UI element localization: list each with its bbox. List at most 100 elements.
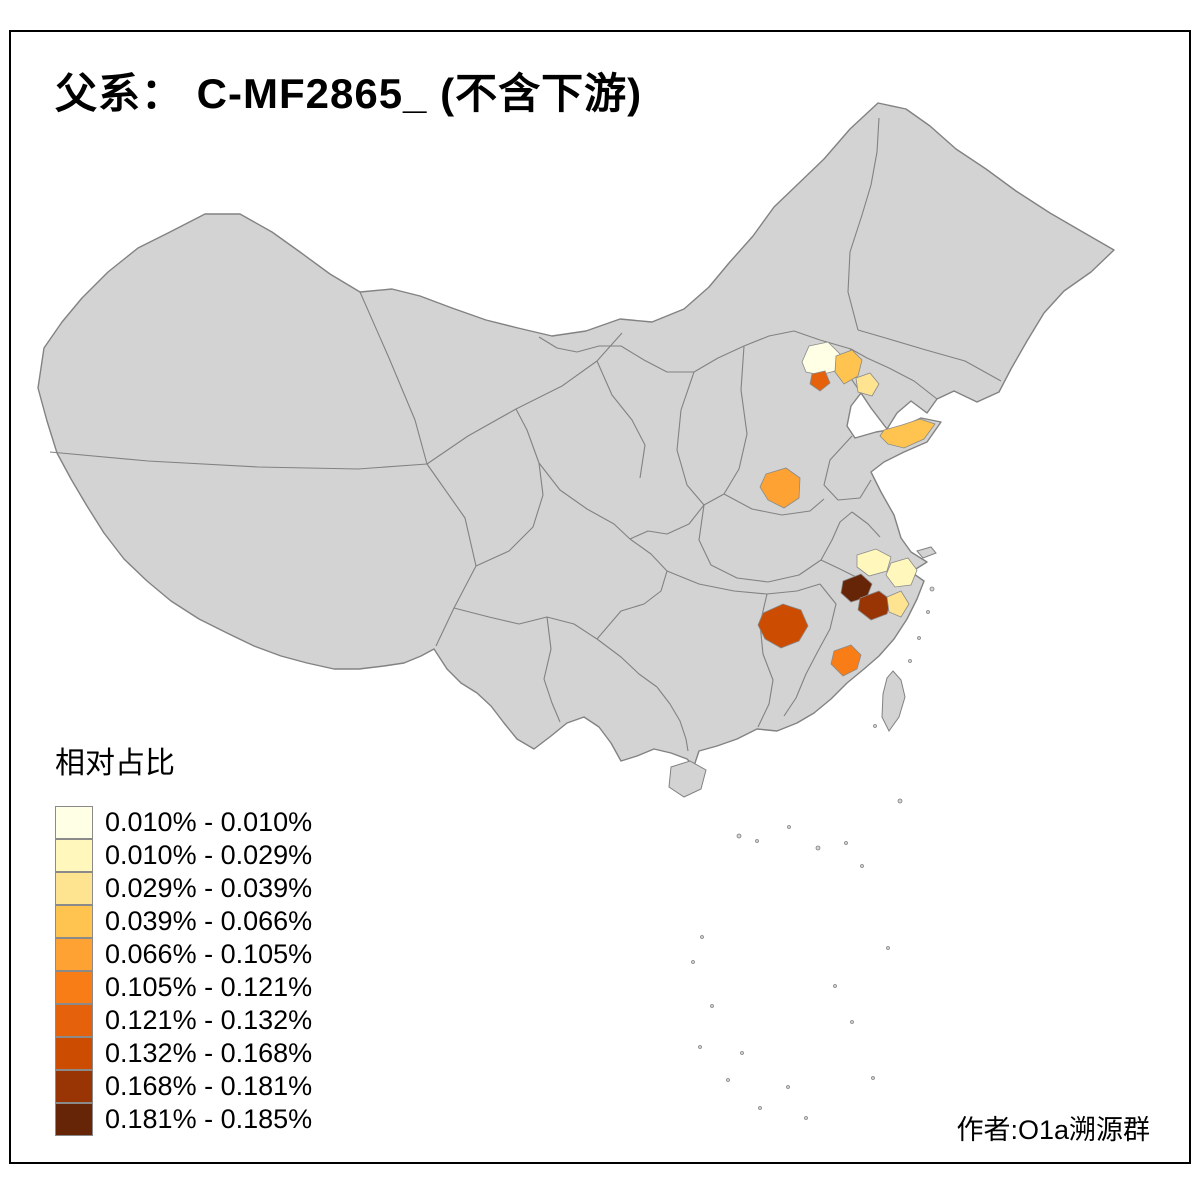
colored-region bbox=[857, 590, 892, 621]
legend-swatch bbox=[55, 806, 93, 839]
province-border bbox=[783, 583, 837, 717]
legend-label: 0.010% - 0.010% bbox=[105, 807, 313, 837]
legend-label: 0.181% - 0.185% bbox=[105, 1104, 313, 1134]
small-island bbox=[850, 1020, 854, 1024]
legend-label: 0.029% - 0.039% bbox=[105, 873, 313, 903]
province-border bbox=[676, 371, 725, 506]
author-credit: 作者:O1a溯源群 bbox=[956, 1115, 1150, 1145]
legend-label: 0.066% - 0.105% bbox=[105, 939, 313, 969]
small-island bbox=[871, 1076, 875, 1080]
province-border bbox=[453, 607, 598, 640]
province-border bbox=[475, 408, 544, 567]
legend-item: 0.132% - 0.168% bbox=[55, 1037, 312, 1070]
legend-label: 0.121% - 0.132% bbox=[105, 1005, 313, 1035]
legend-items: 0.010% - 0.010% 0.010% - 0.029% 0.029% - 0… bbox=[55, 806, 312, 1136]
legend-item: 0.066% - 0.105% bbox=[55, 938, 312, 971]
province-border bbox=[666, 570, 821, 595]
small-island bbox=[815, 845, 821, 851]
map-title: 父系： C-MF2865_ (不含下游) bbox=[55, 70, 643, 117]
province-border bbox=[426, 332, 623, 465]
small-island bbox=[736, 833, 742, 839]
legend-label: 0.105% - 0.121% bbox=[105, 972, 313, 1002]
province-border bbox=[851, 511, 881, 538]
small-island bbox=[897, 798, 903, 804]
province-border bbox=[823, 435, 872, 501]
colored-region bbox=[759, 467, 801, 509]
legend-item: 0.029% - 0.039% bbox=[55, 872, 312, 905]
province-border bbox=[723, 493, 825, 516]
colored-region bbox=[879, 418, 936, 449]
small-island bbox=[908, 659, 912, 663]
legend-swatch bbox=[55, 839, 93, 872]
legend-swatch bbox=[55, 872, 93, 905]
small-island bbox=[726, 1078, 730, 1082]
province-border bbox=[850, 348, 938, 400]
small-island bbox=[833, 984, 837, 988]
small-island bbox=[886, 946, 890, 950]
province-border bbox=[847, 117, 880, 331]
small-island bbox=[873, 724, 877, 728]
legend: 相对占比 0.010% - 0.010% 0.010% - 0.029% 0.029… bbox=[55, 746, 312, 1136]
legend-swatch bbox=[55, 1004, 93, 1037]
legend-swatch bbox=[55, 971, 93, 1004]
small-island bbox=[740, 1051, 744, 1055]
province-border bbox=[49, 451, 428, 470]
legend-swatch bbox=[55, 905, 93, 938]
legend-swatch bbox=[55, 1103, 93, 1136]
legend-item: 0.105% - 0.121% bbox=[55, 971, 312, 1004]
colored-region bbox=[885, 557, 918, 588]
small-island bbox=[691, 960, 695, 964]
legend-label: 0.039% - 0.066% bbox=[105, 906, 313, 936]
small-island bbox=[700, 935, 704, 939]
province-border bbox=[596, 360, 646, 479]
legend-swatch bbox=[55, 1037, 93, 1070]
colored-region bbox=[886, 590, 910, 618]
legend-label: 0.010% - 0.029% bbox=[105, 840, 313, 870]
small-island bbox=[755, 839, 759, 843]
legend-label: 0.132% - 0.168% bbox=[105, 1038, 313, 1068]
legend-swatch bbox=[55, 1070, 93, 1103]
colored-region bbox=[757, 603, 809, 649]
colored-region bbox=[809, 370, 831, 392]
legend-title: 相对占比 bbox=[55, 747, 175, 780]
small-island bbox=[860, 864, 864, 868]
small-island bbox=[926, 610, 930, 614]
small-island bbox=[804, 1116, 808, 1120]
colored-region bbox=[834, 349, 863, 385]
colored-region bbox=[856, 548, 892, 577]
legend-item: 0.121% - 0.132% bbox=[55, 1004, 312, 1037]
small-island bbox=[758, 1106, 762, 1110]
small-island bbox=[786, 1085, 790, 1089]
mainland-outline bbox=[37, 102, 1115, 767]
legend-swatch bbox=[55, 938, 93, 971]
small-island bbox=[844, 841, 848, 845]
province-border bbox=[723, 345, 748, 495]
province-border bbox=[698, 504, 853, 583]
legend-item: 0.039% - 0.066% bbox=[55, 905, 312, 938]
province-border bbox=[543, 616, 561, 723]
legend-item: 0.168% - 0.181% bbox=[55, 1070, 312, 1103]
province-border bbox=[596, 638, 658, 688]
small-island bbox=[917, 636, 921, 640]
province-border bbox=[538, 462, 631, 540]
small-island bbox=[710, 1004, 714, 1008]
province-border bbox=[656, 686, 689, 752]
small-island bbox=[787, 825, 791, 829]
colored-region bbox=[855, 372, 880, 397]
legend-item: 0.010% - 0.029% bbox=[55, 839, 312, 872]
province-border bbox=[359, 291, 428, 465]
colored-region bbox=[830, 644, 862, 677]
legend-label: 0.168% - 0.181% bbox=[105, 1071, 313, 1101]
province-border bbox=[820, 559, 857, 578]
island bbox=[916, 546, 937, 559]
province-border bbox=[857, 329, 1002, 382]
small-island bbox=[929, 586, 935, 592]
island bbox=[668, 760, 707, 798]
island bbox=[881, 670, 906, 732]
small-island bbox=[698, 1045, 702, 1049]
legend-item: 0.010% - 0.010% bbox=[55, 806, 312, 839]
province-border bbox=[596, 538, 668, 640]
legend-item: 0.181% - 0.185% bbox=[55, 1103, 312, 1136]
province-border bbox=[538, 330, 852, 373]
